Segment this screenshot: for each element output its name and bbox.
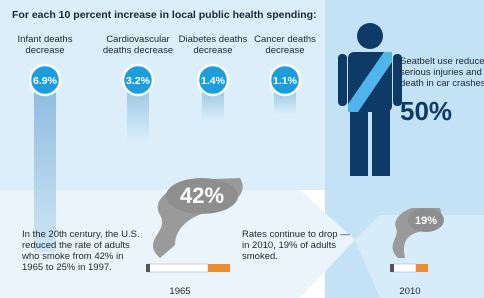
year-2010: 2010 xyxy=(399,286,420,297)
text-line: smoked. xyxy=(242,251,278,262)
text-line: Rates continue to drop — xyxy=(242,229,350,240)
item-label: decrease xyxy=(265,45,304,56)
item-value: 1.4% xyxy=(201,75,226,87)
item-label: Infant deaths xyxy=(18,34,73,45)
text-line: in 2010, 19% of adults xyxy=(242,240,336,251)
item-label: decrease xyxy=(25,45,64,56)
value-1965: 42% xyxy=(180,183,224,208)
item-value: 6.9% xyxy=(33,75,58,87)
text-line: In the 20th century, the U.S. xyxy=(22,229,140,240)
seatbelt-line: serious injuries and xyxy=(400,67,482,78)
bar xyxy=(127,92,149,142)
value-2010: 19% xyxy=(415,215,437,227)
item-value: 1.1% xyxy=(273,75,298,87)
item-label: decrease xyxy=(193,45,232,56)
bar xyxy=(34,92,56,252)
year-1965: 1965 xyxy=(169,286,190,297)
title: For each 10 percent increase in local pu… xyxy=(12,9,317,21)
item-label: Cancer deaths xyxy=(254,34,316,45)
cigarette-2010 xyxy=(390,264,428,272)
infographic: For each 10 percent increase in local pu… xyxy=(0,0,484,298)
item-label: Diabetes deaths xyxy=(179,34,248,45)
seatbelt-line: Seatbelt use reduces xyxy=(400,56,484,67)
cigarette-1965 xyxy=(146,264,230,272)
text-line: who smoke from 42% in xyxy=(21,251,123,262)
item-label: deaths decrease xyxy=(103,45,173,56)
text-line: 1965 to 25% in 1997. xyxy=(22,262,112,273)
item-value: 3.2% xyxy=(126,75,151,87)
seatbelt-value: 50% xyxy=(400,96,452,126)
text-line: reduced the rate of adults xyxy=(22,240,130,251)
item-label: Cardiovascular xyxy=(106,34,169,45)
seatbelt-line: death in car crashes by xyxy=(400,78,484,89)
